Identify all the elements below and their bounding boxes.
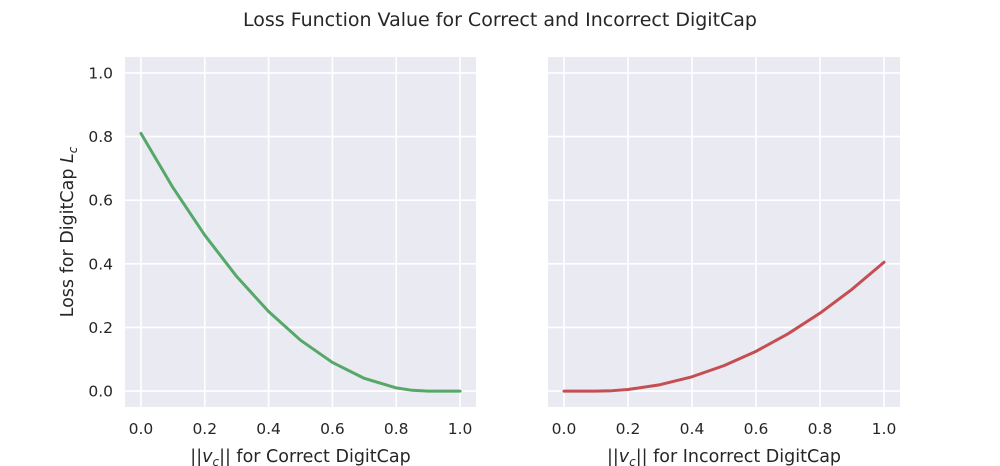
x-tick-label: 0.8 xyxy=(808,420,833,438)
y-tick-label: 0.4 xyxy=(88,255,113,273)
x-tick-label: 0.0 xyxy=(552,420,577,438)
chart-panels: 0.0 0.2 0.4 0.6 0.8 1.0 0.0 0.2 0.4 0.6 0.8 1.0 ||vc… xyxy=(58,57,900,466)
y-tick-label: 1.0 xyxy=(88,64,113,82)
panel-correct: 0.0 0.2 0.4 0.6 0.8 1.0 0.0 0.2 0.4 0.6 0.8 1.0 ||vc… xyxy=(58,57,476,466)
y-tick-label: 0.8 xyxy=(88,128,113,146)
y-tick-label: 0.6 xyxy=(88,192,113,210)
series-line-correct xyxy=(139,131,462,393)
figure-title: Loss Function Value for Correct and Inco… xyxy=(243,9,757,31)
x-tick-label: 0.2 xyxy=(616,420,641,438)
plot-area xyxy=(125,57,476,407)
series-line-incorrect xyxy=(562,260,886,393)
x-tick-label: 0.4 xyxy=(256,420,281,438)
x-tick-label: 0.0 xyxy=(129,420,154,438)
y-axis-label: Loss for DigitCap Lc xyxy=(58,146,80,317)
x-axis-label: ||vc|| for Correct DigitCap xyxy=(190,447,410,466)
x-tick-label: 0.2 xyxy=(192,420,217,438)
y-tick-label: 0.0 xyxy=(88,383,113,401)
x-tick-label: 0.8 xyxy=(384,420,409,438)
y-tick-label: 0.2 xyxy=(88,319,113,337)
x-axis-label: ||vc|| for Incorrect DigitCap xyxy=(607,447,841,466)
plot-area xyxy=(548,57,900,407)
x-tick-label: 0.6 xyxy=(320,420,345,438)
panel-incorrect: 0.0 0.2 0.4 0.6 0.8 1.0 ||vc|| for Incorrect D… xyxy=(548,57,900,466)
x-tick-label: 0.6 xyxy=(744,420,769,438)
x-tick-label: 0.4 xyxy=(680,420,705,438)
x-tick-label: 1.0 xyxy=(872,420,897,438)
x-tick-label: 1.0 xyxy=(448,420,473,438)
